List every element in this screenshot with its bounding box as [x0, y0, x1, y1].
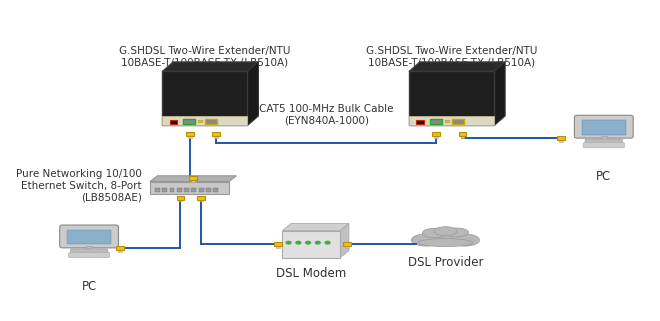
- FancyBboxPatch shape: [176, 196, 184, 200]
- FancyBboxPatch shape: [162, 188, 167, 192]
- Ellipse shape: [422, 228, 447, 238]
- FancyBboxPatch shape: [343, 242, 350, 246]
- FancyBboxPatch shape: [191, 180, 195, 182]
- FancyBboxPatch shape: [583, 143, 624, 148]
- FancyBboxPatch shape: [170, 188, 174, 192]
- FancyBboxPatch shape: [214, 136, 218, 138]
- FancyBboxPatch shape: [155, 188, 160, 192]
- FancyBboxPatch shape: [178, 200, 182, 202]
- Ellipse shape: [434, 227, 457, 236]
- Polygon shape: [150, 176, 236, 181]
- FancyBboxPatch shape: [191, 188, 196, 192]
- FancyBboxPatch shape: [67, 230, 111, 244]
- FancyBboxPatch shape: [206, 188, 211, 192]
- FancyBboxPatch shape: [276, 246, 280, 248]
- FancyBboxPatch shape: [274, 242, 282, 246]
- Polygon shape: [282, 223, 349, 230]
- FancyBboxPatch shape: [445, 120, 449, 122]
- Circle shape: [286, 241, 291, 244]
- FancyBboxPatch shape: [184, 188, 189, 192]
- FancyBboxPatch shape: [409, 116, 494, 126]
- FancyBboxPatch shape: [117, 250, 121, 252]
- FancyBboxPatch shape: [162, 116, 248, 126]
- FancyBboxPatch shape: [582, 120, 626, 134]
- FancyBboxPatch shape: [162, 71, 248, 126]
- Ellipse shape: [418, 239, 473, 247]
- Polygon shape: [162, 62, 259, 71]
- Circle shape: [306, 241, 310, 244]
- Text: Pure Networking 10/100
Ethernet Switch, 8-Port
(LB8508AE): Pure Networking 10/100 Ethernet Switch, …: [16, 169, 142, 203]
- FancyBboxPatch shape: [430, 119, 442, 124]
- Ellipse shape: [426, 230, 465, 244]
- Polygon shape: [248, 62, 259, 126]
- FancyBboxPatch shape: [60, 225, 119, 248]
- Text: CAT5 100-MHz Bulk Cable
(EYN840A-1000): CAT5 100-MHz Bulk Cable (EYN840A-1000): [259, 104, 394, 126]
- FancyBboxPatch shape: [601, 136, 607, 140]
- Polygon shape: [494, 62, 505, 126]
- FancyBboxPatch shape: [434, 136, 438, 138]
- FancyBboxPatch shape: [559, 140, 563, 142]
- FancyBboxPatch shape: [185, 132, 193, 136]
- FancyBboxPatch shape: [199, 200, 203, 202]
- Text: G.SHDSL Two-Wire Extender/NTU
10BASE-T/100BASE-TX (LB510A): G.SHDSL Two-Wire Extender/NTU 10BASE-T/1…: [366, 46, 537, 68]
- FancyBboxPatch shape: [212, 132, 220, 136]
- FancyBboxPatch shape: [461, 136, 465, 138]
- FancyBboxPatch shape: [213, 188, 218, 192]
- FancyBboxPatch shape: [345, 246, 348, 248]
- Text: DSL Modem: DSL Modem: [277, 267, 346, 280]
- Text: PC: PC: [596, 170, 611, 183]
- Text: G.SHDSL Two-Wire Extender/NTU
10BASE-T/100BASE-TX (LB510A): G.SHDSL Two-Wire Extender/NTU 10BASE-T/1…: [119, 46, 290, 68]
- FancyBboxPatch shape: [459, 132, 467, 136]
- Circle shape: [296, 241, 301, 244]
- Polygon shape: [341, 223, 349, 257]
- FancyBboxPatch shape: [585, 139, 622, 143]
- FancyBboxPatch shape: [170, 120, 178, 124]
- FancyBboxPatch shape: [177, 188, 182, 192]
- FancyBboxPatch shape: [187, 136, 191, 138]
- FancyBboxPatch shape: [451, 119, 464, 124]
- Ellipse shape: [444, 228, 469, 237]
- FancyBboxPatch shape: [416, 120, 424, 124]
- FancyBboxPatch shape: [183, 119, 195, 124]
- FancyBboxPatch shape: [189, 176, 197, 180]
- FancyBboxPatch shape: [198, 120, 203, 122]
- FancyBboxPatch shape: [115, 246, 123, 250]
- FancyBboxPatch shape: [197, 196, 205, 200]
- FancyBboxPatch shape: [71, 249, 108, 253]
- Circle shape: [325, 241, 330, 244]
- Circle shape: [315, 241, 320, 244]
- FancyBboxPatch shape: [557, 136, 565, 140]
- Polygon shape: [409, 62, 505, 71]
- FancyBboxPatch shape: [69, 252, 110, 258]
- Text: DSL Provider: DSL Provider: [408, 256, 483, 269]
- FancyBboxPatch shape: [409, 71, 494, 126]
- FancyBboxPatch shape: [282, 230, 341, 257]
- FancyBboxPatch shape: [86, 246, 92, 250]
- Text: PC: PC: [81, 280, 97, 293]
- FancyBboxPatch shape: [150, 181, 229, 194]
- Ellipse shape: [411, 234, 441, 246]
- FancyBboxPatch shape: [205, 119, 217, 124]
- Ellipse shape: [450, 234, 480, 246]
- FancyBboxPatch shape: [432, 132, 440, 136]
- FancyBboxPatch shape: [199, 188, 204, 192]
- FancyBboxPatch shape: [574, 115, 633, 138]
